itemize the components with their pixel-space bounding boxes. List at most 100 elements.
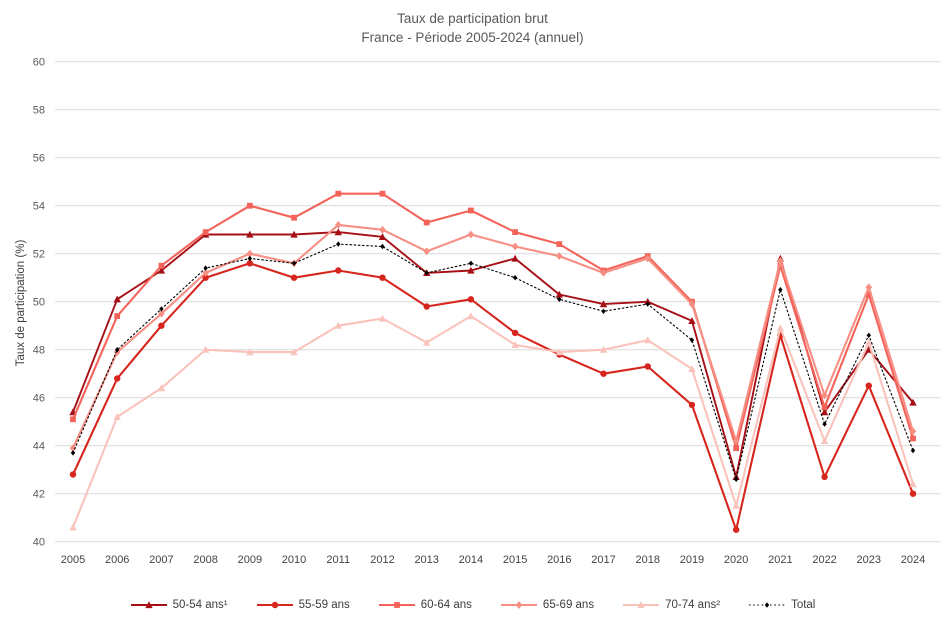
x-tick-label: 2006 [105,554,129,566]
data-point-marker [114,313,121,319]
y-tick-label: 60 [33,57,45,69]
data-point-marker [688,365,696,372]
data-point-marker [557,296,562,302]
x-tick-label: 2024 [901,554,925,566]
data-point-marker [733,476,739,482]
data-point-marker [158,309,165,318]
data-point-marker [910,435,916,442]
legend-marker-total [749,602,786,608]
data-point-marker [909,398,917,406]
y-tick-label: 46 [33,393,45,405]
data-point-marker [467,266,475,274]
legend-label: Total [791,599,816,611]
x-tick-label: 2021 [768,554,792,566]
data-point-marker [393,602,400,608]
data-point-marker [511,341,519,348]
data-point-marker [600,370,607,377]
legend-label: 65-69 ans [542,599,595,611]
x-tick-label: 2015 [503,554,527,566]
data-point-marker [777,257,784,265]
data-point-marker [511,254,519,262]
data-point-marker [69,471,77,478]
data-point-marker [865,382,872,389]
data-point-marker [379,274,386,281]
series-line-total [72,243,914,480]
data-point-marker [820,408,829,416]
data-point-marker [334,321,342,329]
chart-title-block: Taux de participation brut France - Péri… [0,9,945,47]
data-point-marker [467,207,474,214]
data-point-marker [378,314,387,322]
data-point-marker [201,345,210,353]
legend-item-65-69-ans: 65-69 ans [500,599,594,611]
y-tick-label: 56 [33,153,45,165]
data-point-marker [380,243,385,250]
data-point-marker [688,401,696,409]
data-point-marker [202,269,209,277]
data-point-marker [732,473,740,480]
data-point-marker [732,526,740,533]
data-point-marker [202,229,209,235]
legend-item-60-64-ans: 60-64 ans [378,599,472,611]
data-point-marker [467,296,475,303]
x-tick-label: 2008 [193,554,217,566]
data-point-marker [512,275,518,281]
legend-item-50-54-ans: 50-54 ans¹ [130,599,228,611]
x-tick-label: 2014 [459,554,483,566]
data-point-marker [467,312,475,320]
data-point-marker [246,249,254,258]
data-point-marker [688,317,696,324]
data-point-marker [820,437,829,444]
x-tick-label: 2013 [414,554,438,566]
data-point-marker [158,262,165,269]
data-point-marker [271,601,278,609]
data-point-marker [334,228,342,236]
data-point-marker [113,295,121,303]
series-line-60-64-ans [71,192,915,450]
data-point-marker [865,283,873,292]
y-tick-label: 48 [33,345,45,357]
data-point-marker [423,219,430,226]
data-point-marker [423,247,430,256]
data-point-marker [821,404,828,411]
data-point-marker [336,241,341,247]
data-point-marker [114,375,121,382]
data-point-marker [777,262,784,269]
data-point-marker [246,260,254,267]
data-point-marker [865,338,873,346]
data-point-marker [203,265,208,271]
data-point-marker [467,230,475,239]
data-point-marker [637,601,645,609]
x-tick-label: 2016 [547,554,571,566]
data-point-marker [157,384,166,392]
data-point-marker [909,427,917,436]
x-tick-label: 2018 [635,554,659,566]
x-tick-label: 2019 [680,554,704,566]
data-point-marker [599,300,608,308]
data-point-marker [70,450,76,456]
data-point-marker [866,332,871,338]
data-point-marker [865,291,872,298]
data-point-marker [334,221,342,229]
legend-marker-55-59-ans [256,601,293,609]
legend-marker-50-54-ans [130,601,167,609]
data-point-marker [290,230,298,238]
data-point-marker [511,242,519,251]
series-line-55-59-ans [71,262,915,531]
data-point-marker [423,303,430,310]
data-point-marker [732,501,740,509]
x-tick-label: 2020 [724,554,748,566]
data-point-marker [909,490,917,497]
data-point-marker [159,306,164,312]
data-point-marker [157,266,166,274]
data-point-marker [555,348,564,356]
data-point-marker [822,421,827,427]
data-point-marker [379,190,386,197]
data-point-marker [247,255,253,262]
data-point-marker [909,480,917,488]
data-point-marker [776,324,785,332]
data-point-marker [202,274,209,281]
data-point-marker [688,300,696,308]
legend-item-70-74-ans: 70-74 ans² [622,599,720,611]
